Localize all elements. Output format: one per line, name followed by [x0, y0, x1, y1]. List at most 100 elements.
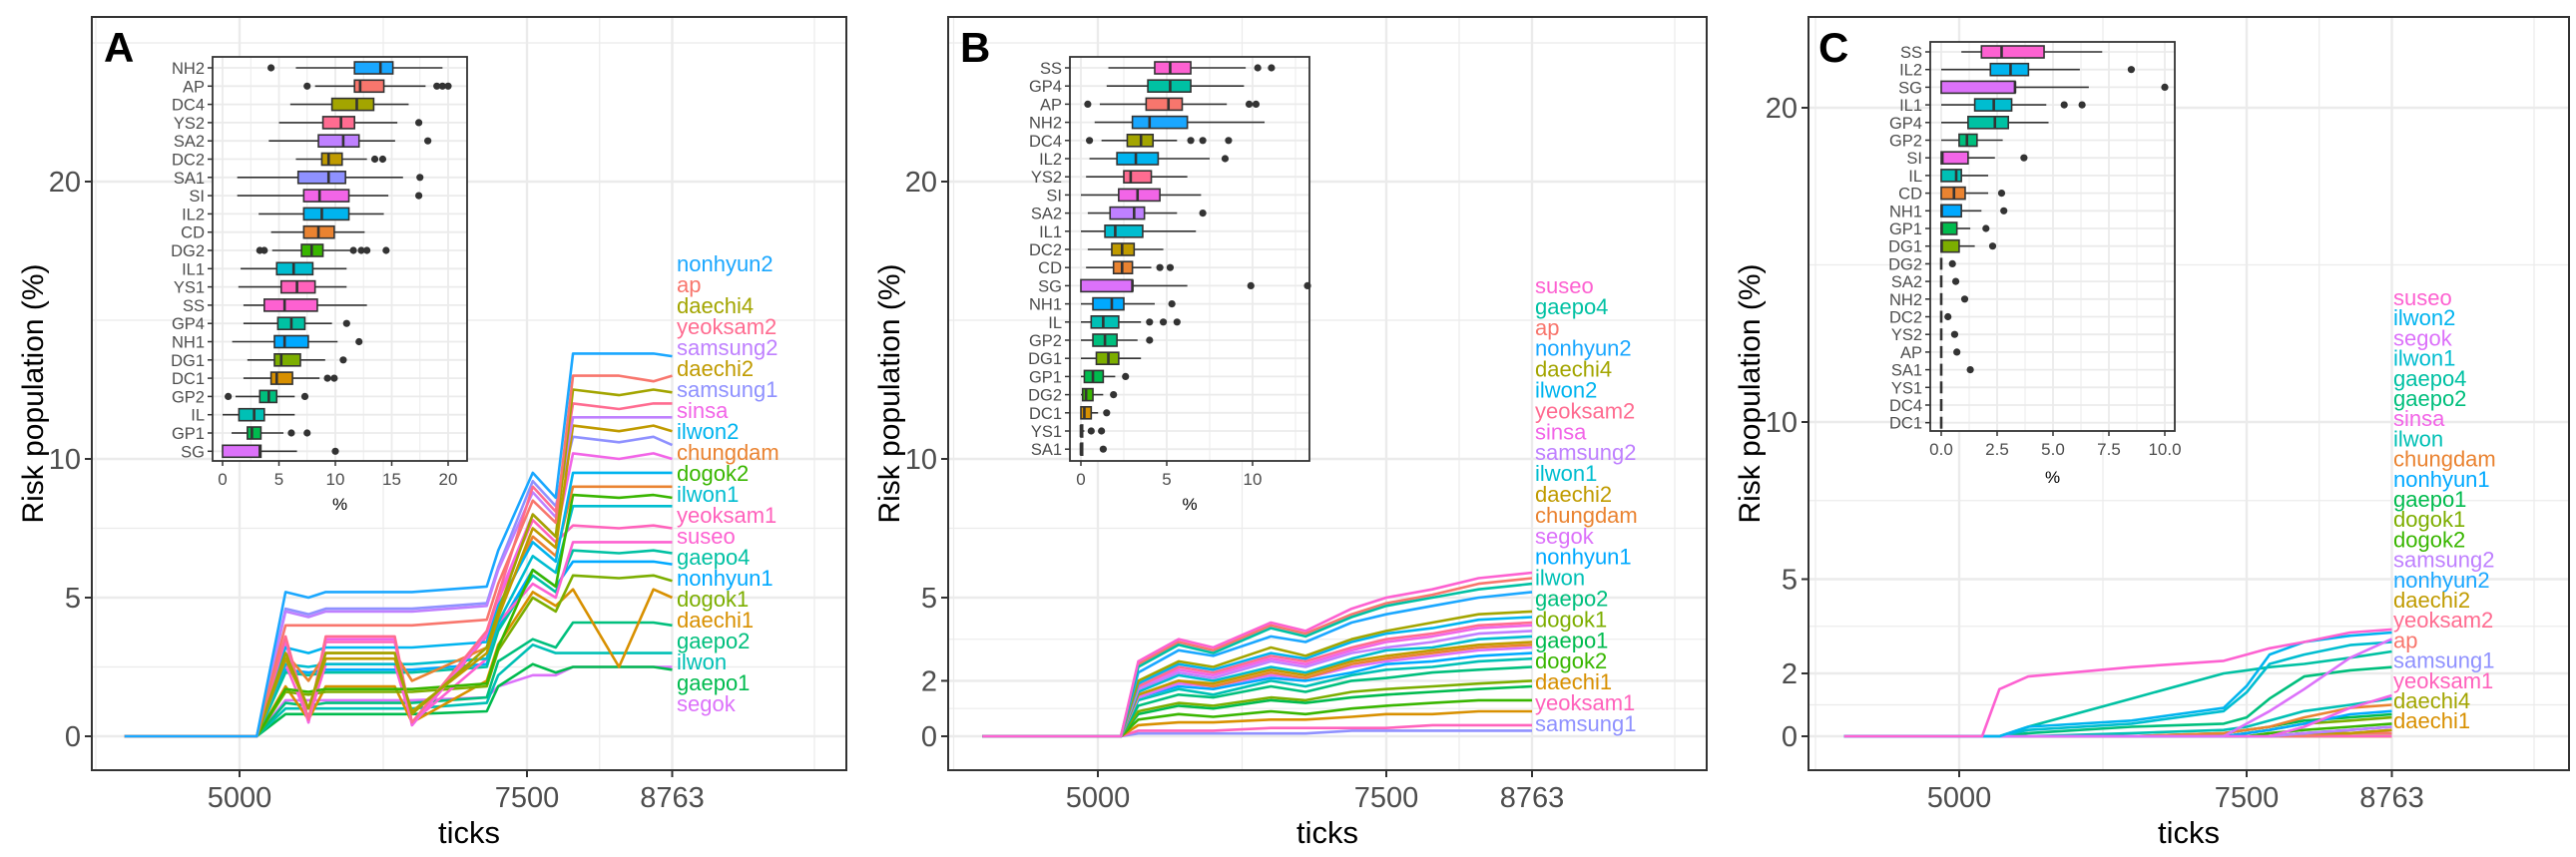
inset-row-label: IL	[191, 407, 205, 425]
inset-row-label: DG2	[1028, 387, 1062, 405]
y-tick-label: 10	[1766, 407, 1798, 439]
inset-row-label: DG1	[171, 352, 205, 370]
box-il2	[1089, 152, 1230, 166]
inset-row-label: SA1	[1031, 441, 1062, 459]
outlier-point	[357, 246, 365, 254]
outlier-point	[303, 429, 311, 437]
inset-row-label: YS2	[1031, 169, 1062, 187]
inset-row-label: IL2	[1899, 62, 1922, 80]
outlier-point	[1988, 242, 1997, 250]
inset-row-label: GP4	[172, 315, 205, 333]
inset-row-label: DC2	[172, 152, 205, 170]
outlier-point	[370, 155, 379, 164]
series-line-daechi1	[982, 709, 1532, 738]
inset-row-label: SS	[1900, 44, 1922, 62]
outlier-point	[1086, 137, 1094, 145]
series-line-dogok1	[982, 679, 1533, 738]
box-il2	[1941, 62, 2135, 77]
outlier-point	[1221, 155, 1230, 163]
inset-row-label: CD	[1898, 186, 1922, 204]
box-ys2	[1939, 328, 1959, 341]
outlier-point	[1254, 64, 1262, 72]
y-tick-label: 0	[1782, 721, 1798, 753]
series-label-segok: segok	[1535, 524, 1595, 549]
box-gp1	[232, 426, 311, 440]
outlier-point	[1960, 295, 1969, 303]
outlier-point	[323, 374, 331, 382]
y-tick-label: 20	[905, 167, 937, 199]
inset-row-label: AP	[1040, 96, 1062, 114]
outlier-point	[433, 82, 441, 90]
outlier-point	[1982, 224, 1990, 232]
inset-row-label: NH1	[1889, 203, 1922, 220]
x-tick-label: 8763	[2359, 782, 2424, 814]
outlier-point	[424, 137, 432, 145]
outlier-point	[355, 337, 363, 346]
box-iqr	[1092, 296, 1125, 311]
box-nh2	[266, 61, 443, 75]
inset-row-label: CD	[1038, 259, 1062, 277]
x-tick-label: 8763	[640, 782, 705, 814]
series-line-yeoksam1	[982, 723, 1532, 738]
inset-x-tick-label: 0	[1076, 470, 1085, 489]
series-label-yeoksam2: yeoksam2	[677, 314, 776, 339]
series-label-samsung1: samsung1	[677, 377, 778, 402]
box-il	[1081, 314, 1181, 329]
series-line-dogok2	[982, 698, 1532, 738]
series-label-daechi4: daechi4	[1535, 357, 1612, 382]
box-iqr	[1131, 115, 1189, 130]
series-label-dogok2: dogok2	[2393, 527, 2465, 552]
series-label-dogok2: dogok2	[1535, 648, 1607, 673]
y-tick-label: 20	[1766, 93, 1798, 125]
box-iqr	[296, 171, 346, 185]
outlier-point	[1944, 312, 1952, 321]
outlier-point	[378, 155, 387, 164]
series-label-ilwon: ilwon	[677, 649, 727, 674]
series-label-ilwon1: ilwon1	[677, 482, 739, 507]
series-line-daechi4	[982, 610, 1533, 738]
series-line-ilwon	[124, 643, 673, 738]
outlier-point	[2127, 66, 2135, 74]
box-nh1	[1940, 204, 2008, 218]
series-line-gaepo2	[124, 621, 673, 738]
series-label-yeoksam2: yeoksam2	[2393, 608, 2493, 633]
outlier-point	[1173, 318, 1181, 326]
series-label-ap: ap	[1535, 315, 1559, 340]
series-line-samsung1	[982, 729, 1532, 738]
box-il1	[1941, 98, 2086, 112]
box-ap	[1084, 97, 1261, 112]
series-label-yeoksam1: yeoksam1	[2393, 668, 2493, 693]
plot-frame	[91, 16, 847, 771]
inset-row-label: YS2	[174, 115, 205, 133]
y-axis-title: Risk population (%)	[17, 263, 50, 523]
box-sa1	[237, 171, 424, 185]
inset-row-label: DC1	[1889, 415, 1922, 433]
box-iqr	[269, 371, 293, 385]
box-iqr	[1118, 188, 1161, 203]
y-tick-label: 0	[65, 721, 81, 753]
box-cd	[1940, 186, 2006, 201]
inset-row-label: DG2	[1888, 255, 1922, 273]
inset-row-label: SG	[181, 443, 205, 461]
box-gp4	[1106, 79, 1245, 93]
box-iqr	[1081, 387, 1094, 402]
series-label-ilwon1: ilwon1	[1535, 461, 1597, 486]
series-label-gaepo4: gaepo4	[677, 545, 750, 570]
box-iqr	[302, 189, 350, 203]
inset-row-label: DG1	[1888, 238, 1922, 256]
outlier-point	[382, 246, 390, 254]
box-iqr	[1109, 206, 1146, 220]
inset-row-label: IL	[1048, 314, 1062, 332]
outlier-point	[339, 356, 347, 364]
series-label-samsung2: samsung2	[1535, 440, 1637, 465]
box-dc2	[1087, 242, 1164, 256]
x-tick-label: 8763	[1500, 782, 1565, 814]
y-tick-label: 10	[49, 444, 81, 476]
outlier-point	[1966, 366, 1974, 374]
y-tick-label: 2	[921, 665, 937, 697]
box-iqr	[1967, 116, 2010, 130]
box-dg1	[1940, 238, 1997, 253]
series-label-dogok1: dogok1	[677, 587, 749, 612]
outlier-point	[303, 82, 311, 90]
box-gp1	[1940, 221, 1990, 235]
